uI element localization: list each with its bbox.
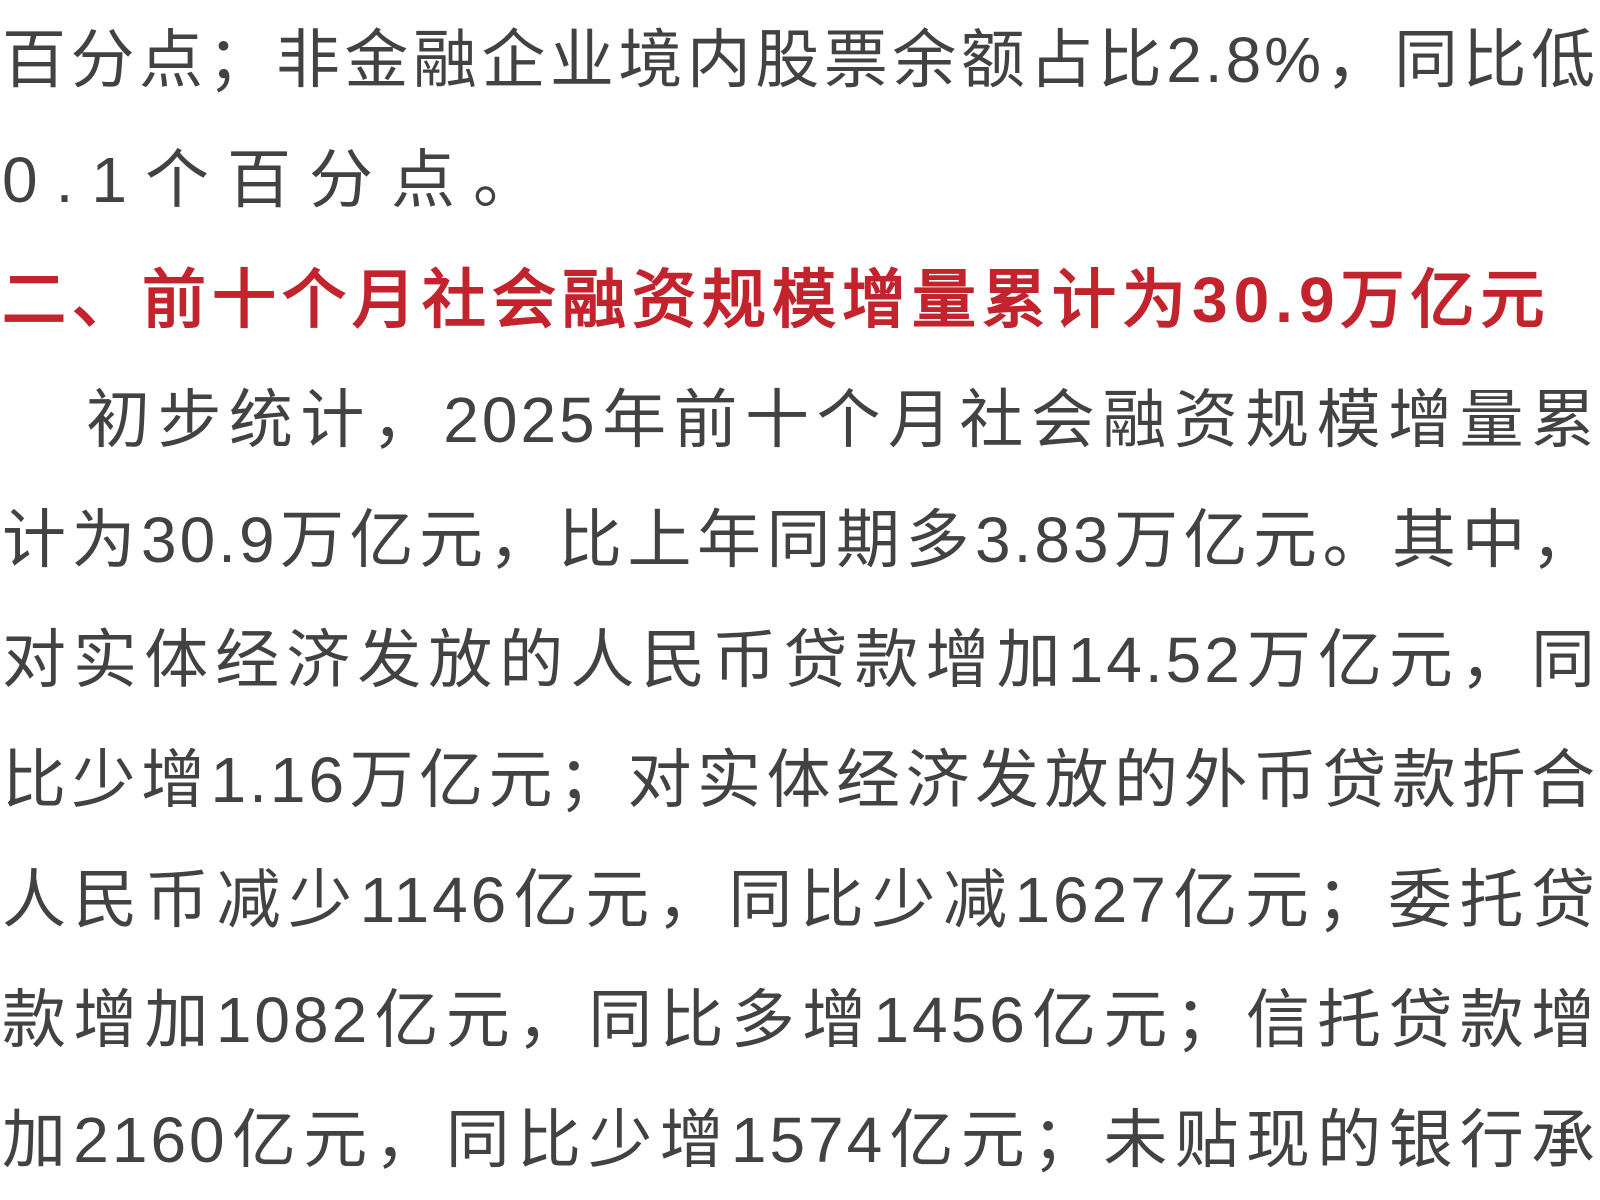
paragraph-intro-fragment: 百分点；非金融企业境内股票余额占比2.8%，同比低 0.1个百分点。 bbox=[2, 0, 1598, 240]
text-line: 比少增1.16万亿元；对实体经济发放的外币贷款折合 bbox=[2, 744, 1598, 816]
text-line: 初步统计，2025年前十个月社会融资规模增量累 bbox=[86, 384, 1598, 456]
text-line: 百分点；非金融企业境内股票余额占比2.8%，同比低 bbox=[2, 24, 1598, 96]
text-line: 款增加1082亿元，同比多增1456亿元；信托贷款增 bbox=[2, 984, 1598, 1056]
text-line: 人民币减少1146亿元，同比少减1627亿元；委托贷 bbox=[2, 864, 1598, 936]
text-line: 对实体经济发放的人民币贷款增加14.52万亿元，同 bbox=[2, 624, 1598, 696]
text-line: 0.1个百分点。 bbox=[2, 144, 555, 216]
text-line: 计为30.9万亿元，比上年同期多3.83万亿元。其中， bbox=[2, 504, 1598, 576]
paragraph-main: 初步统计，2025年前十个月社会融资规模增量累 计为30.9万亿元，比上年同期多… bbox=[2, 360, 1598, 1200]
text-line: 加2160亿元，同比少增1574亿元；未贴现的银行承 bbox=[2, 1104, 1598, 1176]
section-heading: 二、前十个月社会融资规模增量累计为30.9万亿元 bbox=[2, 264, 1551, 336]
